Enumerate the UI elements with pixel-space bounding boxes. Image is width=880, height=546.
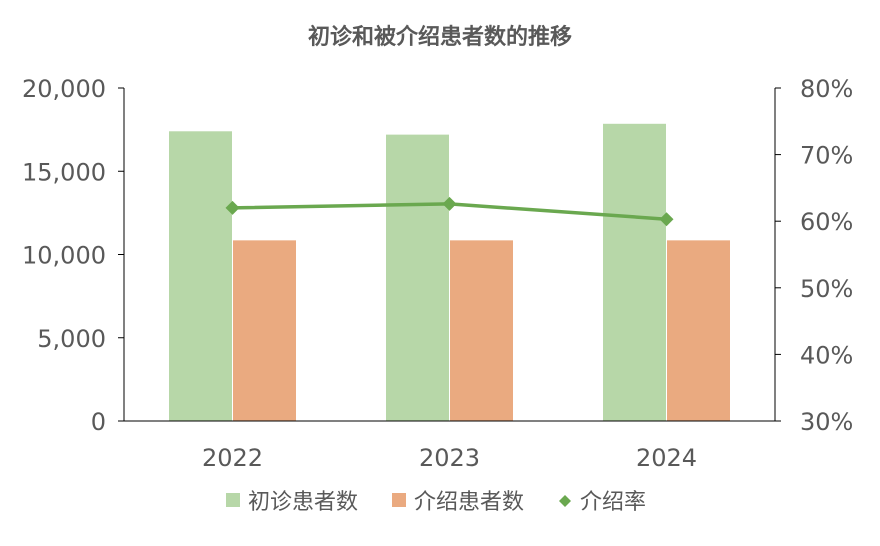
bar-referred-patients-2023 [450, 240, 513, 421]
legend-label-referral-rate: 介绍率 [580, 490, 646, 515]
axes [123, 88, 776, 422]
right-tick-label: 30% [800, 408, 853, 436]
rate-point-2022 [225, 200, 240, 215]
bar-new-patients-2024 [603, 123, 666, 422]
left-axis-ticks: 0 5,000 10,000 15,000 20,000 [22, 75, 124, 436]
right-tick-label: 70% [800, 142, 853, 170]
bar-referred-patients-2024 [667, 240, 730, 421]
rate-point-2023 [442, 196, 457, 211]
left-tick-label: 15,000 [22, 158, 106, 186]
right-axis-ticks: 30% 40% 50% 60% 70% 80% [775, 75, 853, 436]
right-tick-label: 80% [800, 75, 853, 103]
left-tick-label: 5,000 [37, 325, 106, 353]
x-axis-ticks: 2022 2023 2024 [202, 444, 697, 472]
legend-marker-referral-rate [559, 495, 571, 507]
rate-point-2024 [659, 212, 674, 227]
chart-title: 初诊和被介绍患者数的推移 [308, 24, 572, 50]
bars [169, 123, 730, 422]
x-tick-label-2024: 2024 [636, 444, 697, 472]
right-tick-label: 60% [800, 208, 853, 236]
right-tick-label: 40% [800, 341, 853, 369]
left-tick-label: 10,000 [22, 242, 106, 270]
left-tick-label: 0 [91, 408, 106, 436]
bar-new-patients-2022 [169, 131, 232, 422]
x-tick-label-2023: 2023 [419, 444, 480, 472]
legend-label-new-patients: 初诊患者数 [248, 490, 358, 515]
right-tick-label: 50% [800, 275, 853, 303]
legend-swatch-new-patients [226, 493, 240, 507]
legend-label-referred-patients: 介绍患者数 [414, 490, 524, 515]
legend: 初诊患者数 介绍患者数 介绍率 [226, 490, 646, 515]
x-tick-label-2022: 2022 [202, 444, 263, 472]
legend-swatch-referred-patients [392, 493, 406, 507]
left-tick-label: 20,000 [22, 75, 106, 103]
rate-line-series [225, 196, 674, 227]
bar-referred-patients-2022 [233, 240, 296, 421]
bar-new-patients-2023 [386, 134, 449, 421]
